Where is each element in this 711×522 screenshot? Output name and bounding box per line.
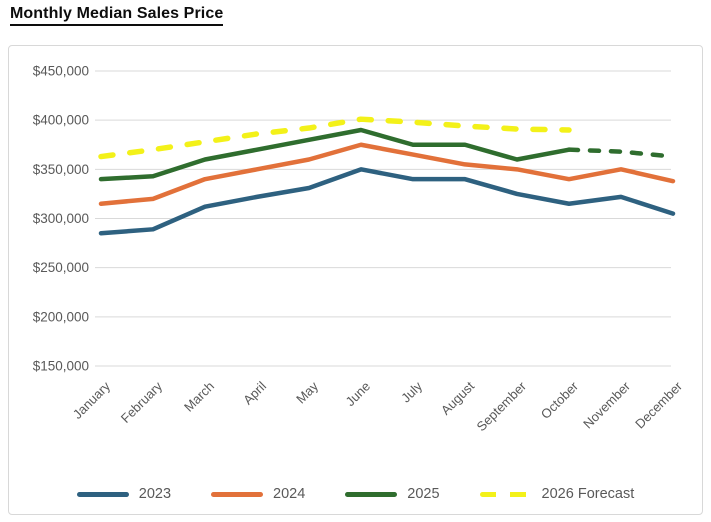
legend-label-2025: 2025 <box>407 486 440 502</box>
legend-swatch-2023 <box>76 491 129 497</box>
x-axis-month-label: April <box>240 378 269 407</box>
legend-label-2024: 2024 <box>273 486 306 502</box>
legend-swatch-2024 <box>211 491 264 497</box>
legend-item-2023: 2023 <box>76 486 172 502</box>
x-axis-month-label: October <box>538 378 582 422</box>
median-sales-price-chart: $450,000 $400,000 $350,000 $300,000 $250,000… <box>33 64 686 435</box>
page-title: Monthly Median Sales Price <box>10 5 224 26</box>
series-line-2026-forecast <box>98 116 572 160</box>
x-axis-month-label: June <box>343 379 374 410</box>
y-axis-tick-label: $400,000 <box>33 113 89 128</box>
x-axis-month-label: November <box>580 378 633 431</box>
legend-item-2025: 2025 <box>345 486 440 502</box>
x-axis-month-label: February <box>118 378 166 426</box>
y-axis-tick-label: $350,000 <box>33 162 89 177</box>
legend-swatch-2026-forecast <box>479 491 532 497</box>
legend-item-2024: 2024 <box>211 486 305 502</box>
chart-legend: 2023 2024 2025 2026 Forecast <box>9 486 702 502</box>
x-axis-month-label: September <box>474 378 530 434</box>
series-line-2023 <box>98 167 676 236</box>
series-line-2025-dashed-projection <box>566 147 676 159</box>
x-axis-month-label: May <box>293 378 321 406</box>
series-line-2025-solid <box>98 127 572 182</box>
legend-swatch-2025 <box>345 491 398 497</box>
legend-label-2026-forecast: 2026 Forecast <box>541 486 635 502</box>
x-axis-month-label: August <box>438 378 477 417</box>
x-axis-month-label: July <box>398 378 425 405</box>
x-axis-month-label: January <box>70 378 114 422</box>
y-axis-tick-label: $150,000 <box>33 359 89 374</box>
y-axis-tick-label: $250,000 <box>33 260 89 275</box>
chart-card: $450,000 $400,000 $350,000 $300,000 $250,000… <box>8 45 703 515</box>
series-line-2024 <box>98 142 676 206</box>
legend-item-2026-forecast: 2026 Forecast <box>479 486 635 502</box>
y-axis-tick-label: $200,000 <box>33 309 89 324</box>
x-axis-month-label: March <box>181 379 217 415</box>
y-axis-tick-label: $300,000 <box>33 211 89 226</box>
y-axis-tick-label: $450,000 <box>33 64 89 79</box>
x-axis-month-label: December <box>632 378 685 431</box>
legend-label-2023: 2023 <box>138 486 172 502</box>
